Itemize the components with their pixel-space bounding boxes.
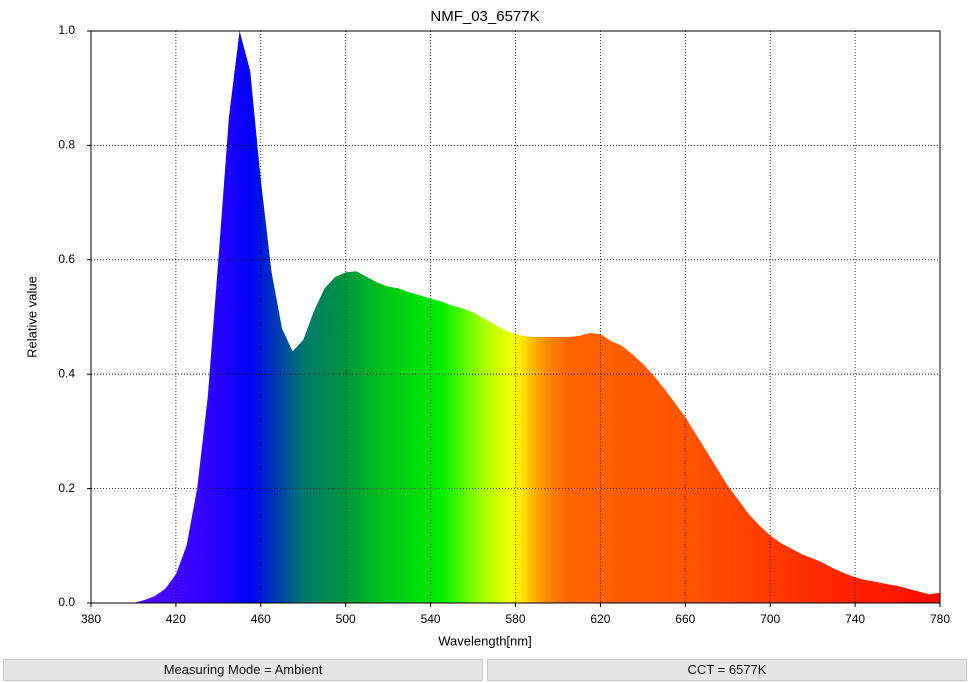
plot-frame <box>90 30 941 604</box>
x-tick-label: 580 <box>505 612 525 626</box>
x-axis-label: Wavelength[nm] <box>438 633 531 648</box>
x-tick-label: 620 <box>590 612 610 626</box>
y-tick-label: 1.0 <box>58 23 75 37</box>
y-axis-label: Relative value <box>24 276 39 358</box>
x-tick-label: 380 <box>81 612 101 626</box>
x-tick-label: 740 <box>845 612 865 626</box>
x-tick-label: 460 <box>251 612 271 626</box>
y-tick-label: 0.6 <box>58 252 75 266</box>
x-tick-label: 500 <box>336 612 356 626</box>
cct-button[interactable]: CCT = 6577K <box>487 659 967 681</box>
chart-title: NMF_03_6577K <box>430 8 539 25</box>
y-tick-label: 0.2 <box>58 481 75 495</box>
y-tick-label: 0.0 <box>58 595 75 609</box>
x-tick-label: 420 <box>166 612 186 626</box>
x-tick-label: 700 <box>760 612 780 626</box>
x-tick-label: 660 <box>675 612 695 626</box>
y-tick-label: 0.4 <box>58 366 75 380</box>
chart: NMF_03_6577K Wavelength[nm] Relative val… <box>24 8 950 648</box>
x-tick-label: 540 <box>421 612 441 626</box>
x-tick-label: 780 <box>930 612 950 626</box>
spectrum-area <box>133 31 940 603</box>
measuring-mode-button[interactable]: Measuring Mode = Ambient <box>3 659 483 681</box>
y-tick-label: 0.8 <box>58 138 75 152</box>
